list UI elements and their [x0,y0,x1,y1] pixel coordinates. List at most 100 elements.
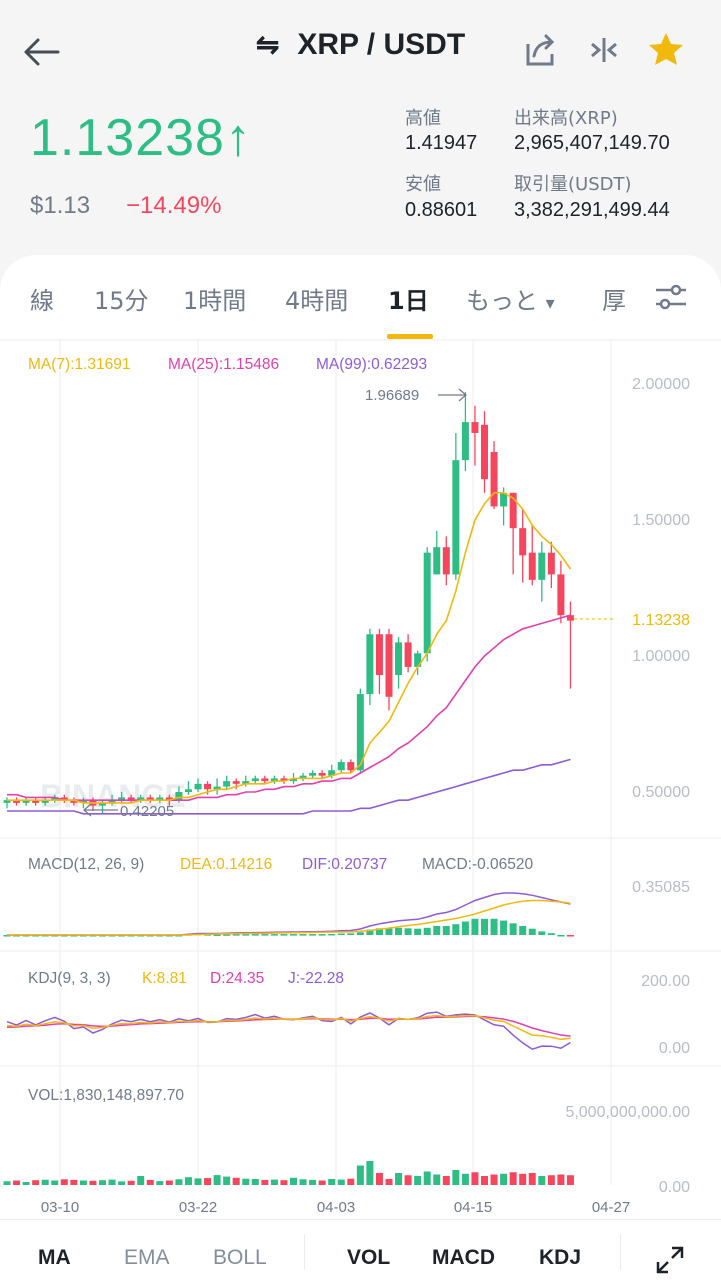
macd-series [3,892,574,937]
volume-quote-label: 取引量(USDT) [514,174,632,195]
high-value: 1.41947 [405,132,478,154]
kline-chart[interactable]: BINANCE MA(7):1.31691 MA(25):1.15486 MA(… [0,339,721,1280]
volume-bar [509,1172,517,1185]
kdj-j-label: J:-22.28 [288,970,344,987]
tab-15m[interactable]: 15分 [94,287,149,315]
kdj-y-tick-200: 200.00 [641,973,690,990]
indicator-ema[interactable]: EMA [124,1246,170,1269]
volume-bar [51,1180,59,1185]
candle-down [70,800,78,803]
candle-up [414,653,422,667]
y-tick-2: 2.00000 [632,376,690,393]
swap-icon[interactable]: ⇋ [255,29,280,60]
volume-bar [99,1180,106,1185]
macd-y-tick: 0.35085 [632,879,690,896]
macd-bar [414,928,422,935]
volume-bar [270,1179,278,1185]
volume-bar [89,1180,97,1185]
tab-depth[interactable]: 厚 [602,287,626,315]
macd-bar [481,918,488,935]
max-arrow-icon [438,388,467,402]
candle-down [509,492,517,529]
candle-up [538,552,546,580]
y-tick-1-5: 1.50000 [632,512,690,529]
volume-quote-value: 3,382,291,499.44 [514,199,670,221]
tab-4h[interactable]: 4時間 [285,287,349,315]
volume-bar [366,1161,374,1185]
macd-bar [395,927,403,935]
compare-icon[interactable] [584,30,624,70]
volume-bar [242,1178,250,1185]
macd-dea-label: DEA:0.14216 [180,856,272,873]
tab-more[interactable]: もっと ▾ [466,281,555,316]
macd-bar [290,934,297,936]
macd-bar [223,934,231,936]
volume-bar [137,1176,145,1185]
indicator-vol[interactable]: VOL [347,1246,391,1269]
candle-up [461,422,469,461]
candle-down [318,772,326,776]
volume-bar [356,1165,364,1185]
volume-bar [127,1180,135,1185]
indicator-boll[interactable]: BOLL [213,1246,267,1269]
candle-up [290,778,297,782]
macd-bar [242,934,250,936]
candle-down [32,800,40,803]
volume-bar [318,1180,326,1185]
candle-down [471,422,479,433]
candle-down [490,452,498,507]
indicator-macd[interactable]: MACD [432,1246,495,1269]
tab-line[interactable]: 線 [30,287,54,315]
indicator-kdj[interactable]: KDJ [539,1246,582,1269]
tab-1h[interactable]: 1時間 [183,287,247,315]
ma7-line [7,492,572,804]
low-value: 0.88601 [405,199,478,221]
arrow-left-icon[interactable] [20,30,64,74]
pair-title[interactable]: ⇋ XRP / USDT [0,28,721,62]
indicator-ma[interactable]: MA [38,1246,71,1269]
candle-down [557,574,565,616]
candle-down [165,797,173,801]
volume-bar [79,1180,87,1185]
candle-up [22,800,30,803]
volume-bar [519,1173,527,1185]
low-label: 安値 [405,174,441,195]
share-icon[interactable] [520,30,560,70]
indicator-bar: MA EMA BOLL VOL MACD KDJ [0,1219,721,1280]
macd-bar [461,921,469,935]
candle-up [423,552,431,654]
macd-dif-label: DIF:0.20737 [302,856,387,873]
fiat-price: $1.13 [30,192,91,219]
volume-bar [337,1179,345,1185]
volume-bar [538,1176,546,1185]
tabs-fade [626,265,721,329]
kdj-k-label: K:8.81 [142,970,187,987]
star-icon[interactable] [646,30,686,70]
last-price-tag: 1.13238 [632,612,690,629]
candle-up [433,547,441,575]
candle-down [528,552,536,580]
y-tick-0-5: 0.50000 [632,784,690,801]
candle-up [51,797,59,801]
volume-bar [3,1181,11,1185]
candle-down [280,778,288,782]
candle-up [156,797,164,801]
settings-sliders-icon[interactable] [654,283,688,311]
x-tick-2: 03-22 [179,1199,217,1216]
tab-1d[interactable]: 1日 [388,287,429,315]
ma-lines [7,492,572,815]
macd-label: MACD(12, 26, 9) [28,856,144,873]
indicator-separator-2 [620,1234,621,1270]
top-bar: ⇋ XRP / USDT [0,0,721,100]
candle-down [347,762,355,771]
candle-up [356,694,364,771]
candle-up [175,792,183,801]
macd-bar [547,933,555,935]
high-label: 高値 [405,108,441,129]
volume-bar [433,1174,441,1185]
volume-bar [481,1176,488,1185]
candle-up [194,783,202,790]
macd-bar [280,934,288,936]
volume-bar [13,1180,21,1185]
expand-icon[interactable] [654,1244,686,1276]
